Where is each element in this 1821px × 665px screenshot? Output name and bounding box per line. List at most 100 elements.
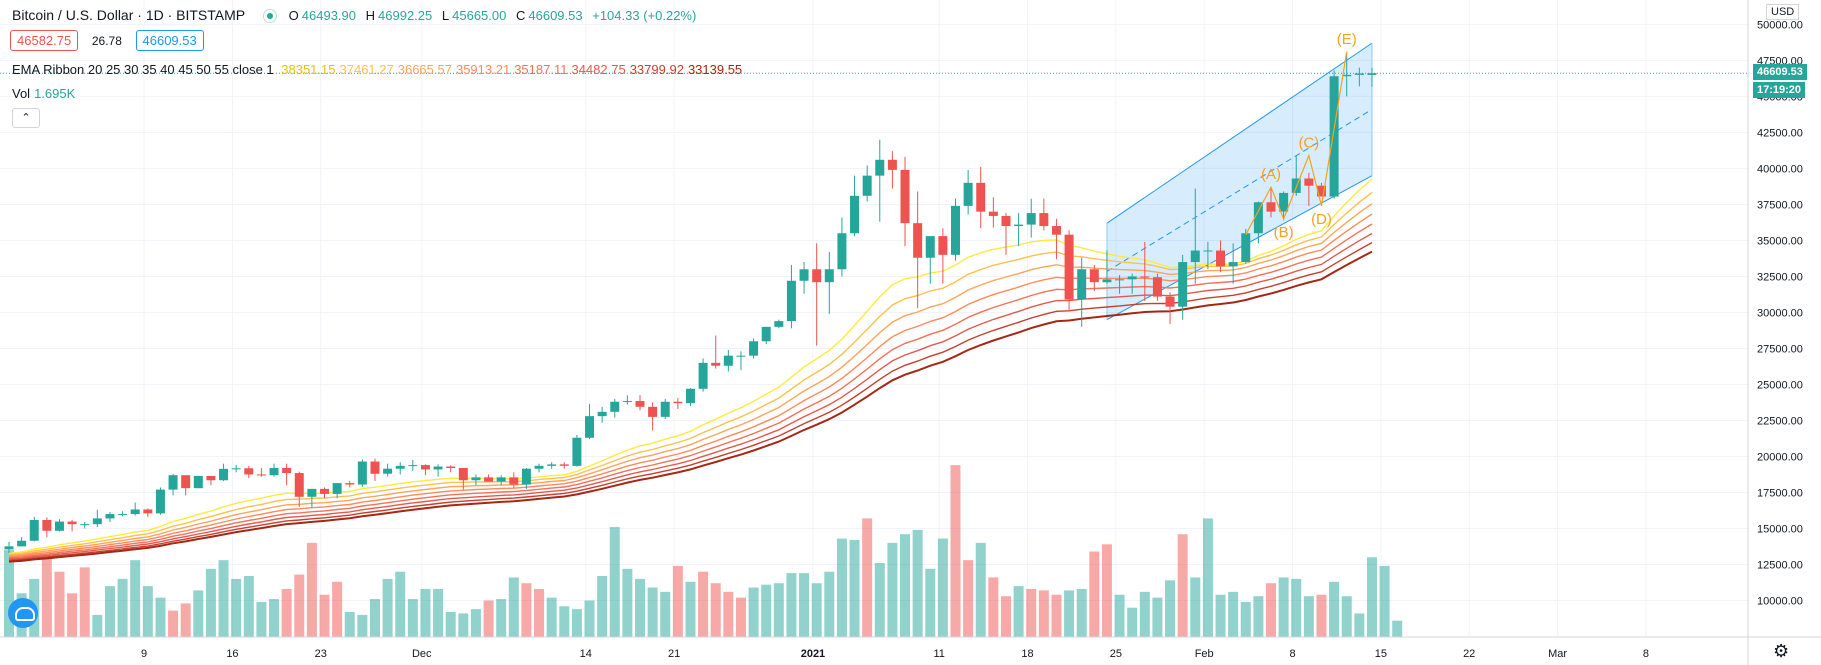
x-tick-label: 11 [933,648,944,660]
collapse-legend-button[interactable]: ⌃ [12,108,40,128]
volume-bar [597,576,608,637]
candle-body [1115,279,1125,281]
volume-bar [761,584,772,637]
buy-price-button[interactable]: 46609.53 [135,30,204,51]
candle-body [4,546,14,550]
ema-legend[interactable]: EMA Ribbon 20 25 30 35 40 45 50 55 close… [12,62,742,77]
candle-body [1077,269,1087,300]
volume-bar [231,578,242,637]
candle-body [143,509,153,514]
candle-body [17,540,27,547]
ema-line [8,250,1373,563]
ema-value: 34482.75 [571,62,626,77]
candle-body [118,514,128,516]
candle-body [559,464,569,466]
candle-body [610,401,620,412]
volume-bar [41,557,52,637]
y-tick-label: 15000.00 [1757,523,1803,535]
volume-bar [975,542,986,637]
candle-body [231,468,241,470]
candle-body [42,519,52,531]
volume-bar [1165,580,1176,637]
candle-body [29,519,39,541]
candle-body [256,474,266,476]
volume-bar [1013,586,1024,637]
candle-body [660,401,670,417]
y-tick-label: 32500.00 [1757,271,1803,283]
candle-body [1342,74,1352,77]
channel-fill [1106,43,1372,320]
candle-body [1026,213,1036,225]
volume-bar [218,560,229,637]
x-tick-label: Feb [1195,648,1214,660]
candle-body [1316,185,1326,197]
candle-body [1089,269,1099,283]
gear-icon[interactable]: ⚙ [1773,641,1790,661]
ema-values: 38351.15 37461.27 36665.57 35913.21 35187.11… [277,62,742,77]
candle-body [1014,224,1024,227]
x-tick-label: Dec [412,648,432,660]
candle-body [458,467,468,481]
currency-label[interactable]: USD [1766,4,1800,20]
channel-mid [1106,108,1373,272]
candle-body [320,488,329,494]
volume-bar [698,571,709,637]
sell-price-button[interactable]: 46582.75 [10,30,79,51]
x-tick-label: Mar [1548,648,1567,660]
y-tick-label: 50000.00 [1757,19,1803,31]
candle-body [383,468,393,474]
volume-bar [142,586,153,637]
volume-bar [382,578,393,637]
candle-body [1140,276,1150,278]
volume-bar [546,597,557,637]
wave-label: (C) [1298,134,1319,151]
y-tick-label: 37500.00 [1757,199,1803,211]
symbol-title[interactable]: Bitcoin / U.S. Dollar · 1D · BITSTAMP [12,7,245,23]
volume-bar [420,588,431,637]
candle-body [1102,279,1112,283]
volume-bar [609,527,620,637]
candle-body [307,488,317,497]
volume-bar [1089,551,1100,637]
x-tick-label: 14 [580,648,592,660]
volume-bar [685,581,696,637]
candle-body [269,467,279,476]
wave-label: (A) [1261,166,1281,183]
volume-bar [1303,596,1314,637]
candle-body [193,475,203,489]
volume-bar [369,599,380,637]
candle-body [774,321,784,327]
volume-bar [508,577,519,637]
x-tick-label: 25 [1110,648,1122,660]
spread: 26.78 [91,34,122,48]
volume-bar [79,567,90,637]
candle-body [1241,233,1251,263]
volume-bar [193,590,204,637]
volume-value: 1.695K [34,86,76,101]
volume-bar [963,560,974,637]
volume-bar [344,612,355,637]
volume-bar [130,560,141,637]
volume-bar [1341,596,1352,637]
volume-bar [104,586,115,637]
candle-body [408,465,418,467]
candle-body [130,509,140,515]
volume-legend[interactable]: Vol 1.695K [12,86,75,101]
candle-body [875,159,885,176]
ema-label: EMA Ribbon 20 25 30 35 40 45 50 55 close… [12,62,274,77]
volume-bar [824,571,835,637]
x-tick-label: 2021 [801,648,825,660]
volume-bar [723,591,734,637]
tradingview-logo-icon[interactable] [8,598,38,628]
candle-body [484,477,494,482]
volume-bar [483,600,494,637]
volume-bar [925,568,936,637]
volume-bar [887,542,898,637]
volume-bar [1228,591,1239,637]
y-tick-label: 12500.00 [1757,559,1803,571]
candle-body [938,236,948,255]
volume-bar [937,538,948,637]
volume-bar [748,587,759,637]
candle-body [80,524,90,526]
